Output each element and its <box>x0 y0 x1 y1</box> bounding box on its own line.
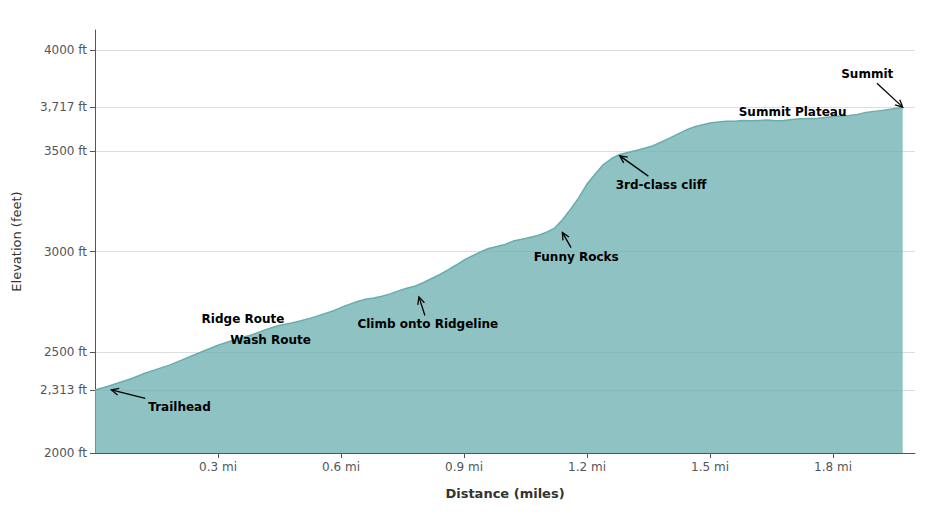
svg-text:3000 ft: 3000 ft <box>44 245 87 259</box>
svg-text:Trailhead: Trailhead <box>148 400 210 414</box>
svg-text:0.6 mi: 0.6 mi <box>322 460 360 474</box>
svg-text:2,313 ft: 2,313 ft <box>40 383 87 397</box>
svg-text:4000 ft: 4000 ft <box>44 43 87 57</box>
svg-text:2000 ft: 2000 ft <box>44 446 87 460</box>
svg-text:1.2 mi: 1.2 mi <box>568 460 606 474</box>
svg-text:3500 ft: 3500 ft <box>44 144 87 158</box>
svg-text:Distance (miles): Distance (miles) <box>445 486 564 501</box>
svg-text:3,717 ft: 3,717 ft <box>40 100 87 114</box>
svg-text:Funny Rocks: Funny Rocks <box>534 250 619 264</box>
svg-text:2500 ft: 2500 ft <box>44 345 87 359</box>
svg-text:3rd-class cliff: 3rd-class cliff <box>616 178 707 192</box>
svg-text:0.3 mi: 0.3 mi <box>199 460 237 474</box>
svg-text:Climb onto Ridgeline: Climb onto Ridgeline <box>357 317 498 331</box>
svg-text:Summit: Summit <box>841 67 893 81</box>
svg-text:Summit Plateau: Summit Plateau <box>739 105 847 119</box>
svg-text:Ridge Route: Ridge Route <box>202 312 285 326</box>
svg-text:1.8 mi: 1.8 mi <box>814 460 852 474</box>
svg-text:Elevation (feet): Elevation (feet) <box>9 191 24 291</box>
svg-text:Wash Route: Wash Route <box>230 333 311 347</box>
svg-text:0.9 mi: 0.9 mi <box>445 460 483 474</box>
svg-text:1.5 mi: 1.5 mi <box>691 460 729 474</box>
